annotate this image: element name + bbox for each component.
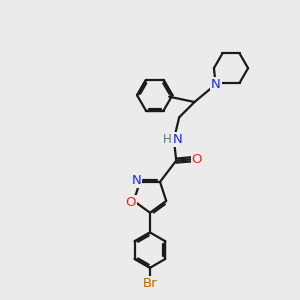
Text: N: N — [132, 174, 141, 187]
Text: O: O — [125, 196, 136, 209]
Text: O: O — [192, 153, 202, 166]
Text: N: N — [172, 133, 182, 146]
Text: N: N — [211, 78, 220, 91]
Text: H: H — [163, 133, 172, 146]
Text: Br: Br — [143, 277, 157, 290]
